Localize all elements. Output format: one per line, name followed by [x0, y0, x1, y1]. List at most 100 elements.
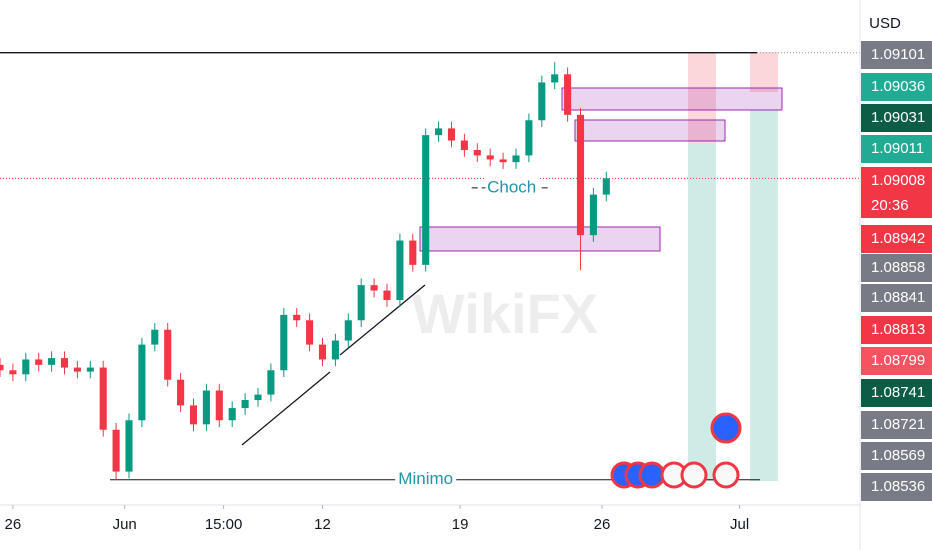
candle-body: [602, 178, 610, 195]
trend-line: [241, 371, 331, 446]
candle-body: [318, 344, 327, 360]
candle-body: [564, 74, 572, 115]
annotation-label: Choch: [487, 177, 536, 196]
price-label: 1.09036: [871, 78, 925, 95]
candle-body: [241, 400, 249, 409]
candle-body: [460, 140, 468, 150]
price-label-bg: [861, 473, 932, 501]
price-label-bg: [861, 254, 932, 282]
candle-body: [409, 240, 417, 265]
candle-body: [396, 240, 404, 300]
x-tick-label: 15:00: [205, 516, 243, 533]
price-label-bg: [861, 379, 932, 407]
candle-body: [86, 367, 94, 372]
event-flag: [638, 461, 666, 489]
price-label: 1.08858: [871, 259, 925, 276]
candle-body: [370, 285, 378, 291]
x-tick-label: 26: [594, 516, 611, 533]
price-label-bg: [861, 167, 932, 218]
candle-body: [344, 320, 352, 341]
candle-body: [473, 150, 481, 156]
price-label-bg: [861, 284, 932, 312]
axis-unit: USD: [869, 15, 901, 32]
short-target-box: [750, 110, 778, 481]
candle-body: [35, 359, 43, 365]
price-label-bg: [861, 41, 932, 69]
candle-body: [151, 329, 159, 345]
candle-body: [306, 320, 314, 345]
trend-line: [339, 284, 426, 356]
short-risk-box: [688, 52, 716, 143]
price-label: 1.08721: [871, 416, 925, 433]
candle-body: [486, 155, 494, 160]
price-label-bg: [861, 316, 932, 344]
price-label: 1.08942: [871, 230, 925, 247]
x-tick-label: 19: [452, 516, 469, 533]
price-label: 1.09031: [871, 109, 925, 126]
candle-body: [280, 314, 288, 371]
candle-body: [293, 314, 301, 321]
event-flag: [712, 461, 740, 489]
price-label-bg: [861, 442, 932, 470]
price-label: 1.08536: [871, 478, 925, 495]
event-flag: [710, 412, 742, 444]
candle-body: [202, 390, 210, 425]
price-label-bg: [861, 73, 932, 101]
candle-body: [383, 290, 391, 300]
price-label-bg: [861, 135, 932, 163]
candle-body: [254, 394, 262, 400]
price-axis: 1.09101 1.09036 1.09031 1.09011 1.09008 20:36…: [861, 41, 932, 501]
event-flags: [610, 412, 742, 489]
candle-body: [228, 408, 236, 421]
candle-body: [60, 358, 69, 368]
price-label: 1.09008: [871, 172, 925, 189]
candle-body: [112, 429, 120, 472]
candle-body: [576, 114, 585, 236]
price-label: 1.09101: [871, 46, 925, 63]
candle-body: [551, 74, 559, 83]
candle-body: [422, 135, 430, 265]
price-label-bg: [861, 225, 932, 253]
countdown-label: 20:36: [871, 197, 909, 214]
price-label: 1.08741: [871, 384, 925, 401]
candle-body: [525, 120, 533, 156]
candle-body: [331, 340, 339, 360]
event-flag: [680, 461, 708, 489]
candle-body: [538, 82, 546, 121]
candle-body: [48, 358, 56, 365]
candle-body: [189, 405, 198, 425]
price-label: 1.08569: [871, 447, 925, 464]
price-label: 1.08799: [871, 352, 925, 369]
candle-body: [9, 370, 17, 375]
annotation-bg: [485, 177, 538, 198]
drawings: [241, 52, 783, 481]
order-block: [561, 87, 783, 111]
candle-body: [499, 159, 507, 163]
x-tick-label: Jul: [730, 516, 749, 533]
candle-body: [357, 285, 365, 321]
watermark: WikiFX: [412, 282, 598, 345]
candle-body: [73, 367, 81, 372]
candle-body: [447, 128, 456, 141]
candle-body: [177, 379, 185, 406]
price-label: 1.08813: [871, 321, 925, 338]
candle-body: [512, 155, 520, 163]
price-label: 1.08841: [871, 289, 925, 306]
candle-body: [99, 367, 107, 430]
candle-body: [125, 420, 133, 472]
short-risk-box: [750, 52, 778, 92]
candle-body: [0, 364, 4, 371]
candle-body: [267, 370, 275, 395]
x-tick-label: Jun: [113, 516, 137, 533]
candle-body: [589, 194, 597, 236]
price-label-bg: [861, 347, 932, 375]
candle-body: [22, 359, 30, 375]
order-block: [419, 226, 661, 252]
price-label-bg: [861, 411, 932, 439]
candle-body: [138, 344, 146, 421]
annotation-bg: [395, 469, 457, 490]
order-block: [574, 119, 726, 142]
x-tick-label: 26: [5, 516, 22, 533]
